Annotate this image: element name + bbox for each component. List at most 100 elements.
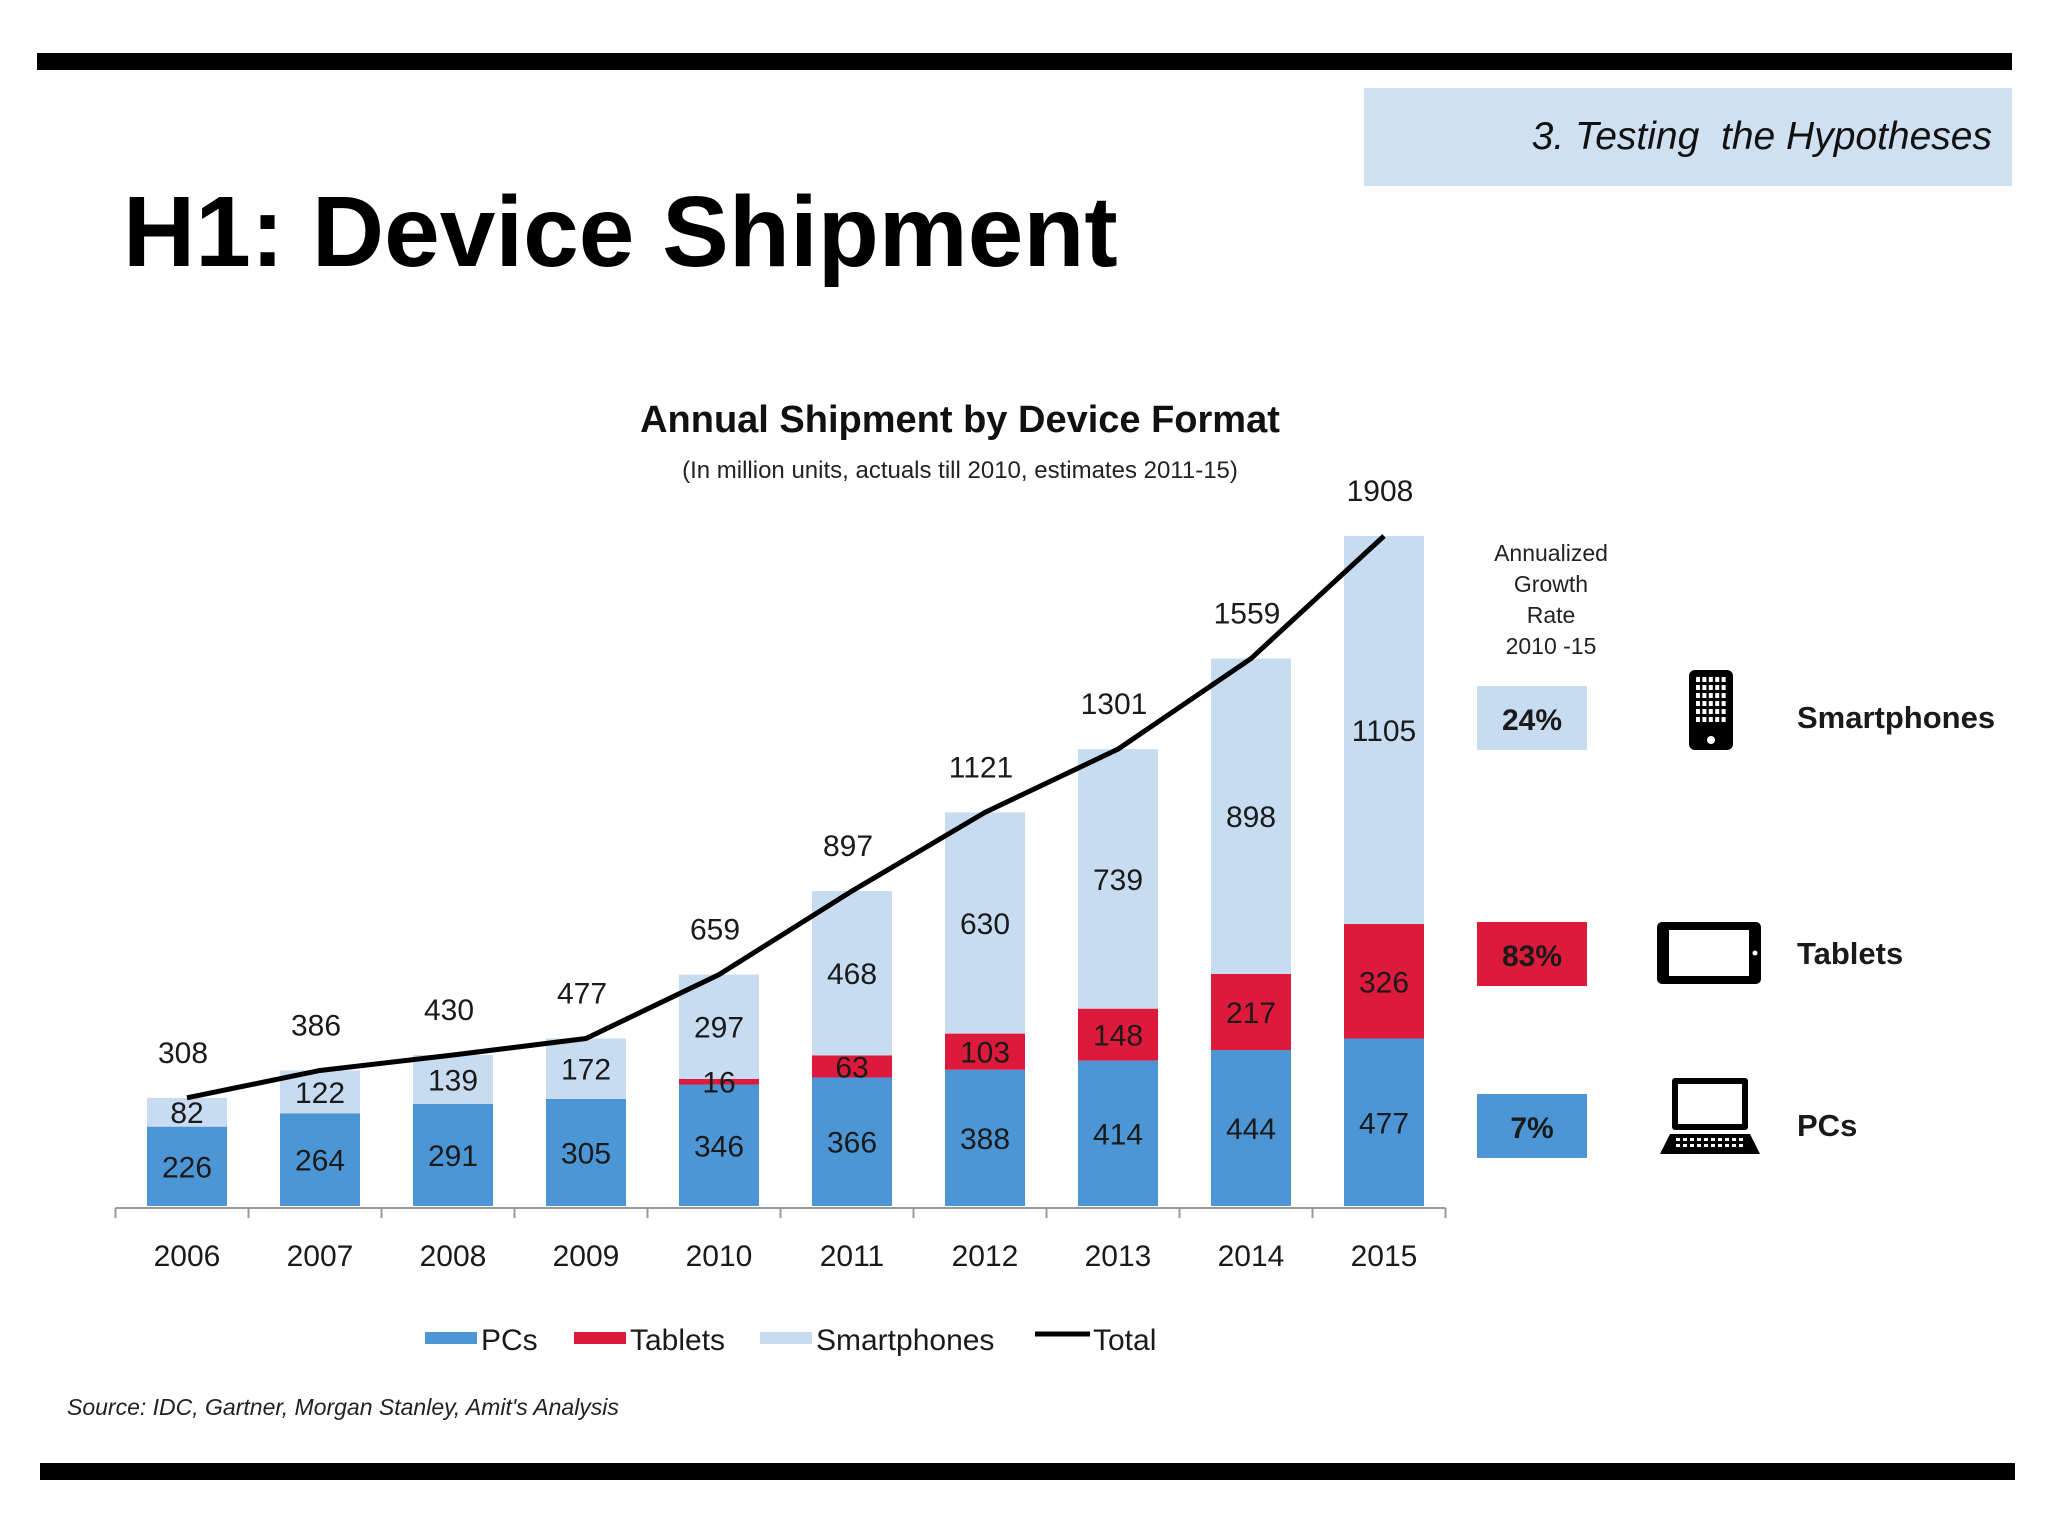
laptop-key — [1711, 1138, 1715, 1141]
laptop-icon — [1660, 1078, 1760, 1154]
bar-pcs — [945, 1069, 1025, 1206]
growth-rate-heading: Growth — [1514, 571, 1588, 597]
x-axis: 2006 2007 2008 2009 2010 2011 2012 2013 2014 2015 — [114, 1207, 1447, 1273]
bar-label-pcs: 226 — [162, 1151, 212, 1184]
bar-label-smartphones: 172 — [561, 1054, 611, 1087]
total-label: 1121 — [949, 751, 1014, 784]
bar-pcs — [413, 1103, 493, 1206]
bar-label-pcs: 477 — [1359, 1107, 1409, 1140]
laptop-key — [1683, 1144, 1687, 1147]
bar-label-smartphones: 898 — [1226, 801, 1276, 834]
device-label: Smartphones — [1797, 700, 1995, 735]
bar-tablets — [679, 1078, 759, 1085]
laptop-key — [1690, 1138, 1694, 1141]
bar-label-tablets: 16 — [702, 1067, 735, 1100]
smartphone-app — [1715, 693, 1720, 698]
growth-rate-value: 7% — [1510, 1112, 1553, 1145]
laptop-screen — [1678, 1084, 1742, 1124]
laptop-key — [1718, 1138, 1722, 1141]
chart-subtitle: (In million units, actuals till 2010, es… — [682, 457, 1238, 484]
laptop-key — [1732, 1138, 1736, 1141]
smartphone-app — [1721, 709, 1726, 714]
x-tick-label: 2013 — [1085, 1240, 1152, 1273]
total-label: 897 — [823, 830, 873, 863]
bar-label-tablets: 217 — [1226, 997, 1276, 1030]
smartphone-app — [1715, 717, 1720, 722]
x-tick-label: 2009 — [553, 1240, 620, 1273]
laptop-key — [1704, 1138, 1708, 1141]
total-label: 659 — [690, 914, 740, 947]
source-note: Source: IDC, Gartner, Morgan Stanley, Am… — [67, 1394, 619, 1420]
laptop-key — [1739, 1144, 1743, 1147]
laptop-key — [1697, 1138, 1701, 1141]
smartphone-app — [1708, 685, 1713, 690]
bar-label-smartphones: 468 — [827, 958, 877, 991]
bar-tablets — [1211, 973, 1291, 1051]
x-tick-label: 2014 — [1218, 1240, 1285, 1273]
bar-label-pcs: 414 — [1093, 1118, 1143, 1151]
laptop-key — [1704, 1144, 1708, 1147]
laptop-key — [1676, 1144, 1680, 1147]
bar-label-pcs: 388 — [960, 1123, 1010, 1156]
growth-rate-box — [1477, 922, 1587, 986]
bar-smartphones — [945, 812, 1025, 1034]
legend-swatch — [760, 1332, 812, 1344]
laptop-key — [1697, 1144, 1701, 1147]
smartphone-app — [1702, 701, 1707, 706]
bar-smartphones — [413, 1055, 493, 1104]
x-tick-label: 2006 — [154, 1240, 221, 1273]
bar-label-tablets: 148 — [1093, 1020, 1143, 1053]
tablet-button — [1752, 950, 1758, 956]
chart-legend: PCs Tablets Smartphones Total — [425, 1324, 1156, 1357]
laptop-key — [1739, 1138, 1743, 1141]
smartphone-app — [1708, 709, 1713, 714]
bar-pcs — [1344, 1038, 1424, 1206]
tablet-screen — [1669, 930, 1749, 976]
device-label: Tablets — [1797, 936, 1903, 971]
laptop-key — [1690, 1144, 1694, 1147]
legend-label: Tablets — [630, 1324, 725, 1357]
tablet-icon — [1657, 922, 1761, 984]
bar-label-tablets: 326 — [1359, 966, 1409, 999]
laptop-key — [1718, 1144, 1722, 1147]
bar-tablets — [812, 1055, 892, 1078]
bottom-rule — [40, 1463, 2015, 1480]
x-tick-label: 2011 — [820, 1240, 885, 1273]
bar-smartphones — [147, 1097, 227, 1127]
bar-tablets — [1078, 1008, 1158, 1061]
bar-label-tablets: 63 — [835, 1051, 868, 1084]
growth-rate-heading: Annualized — [1494, 540, 1608, 566]
bar-smartphones — [1344, 536, 1424, 925]
bar-label-smartphones: 1105 — [1352, 715, 1417, 748]
growth-rate-value: 24% — [1502, 704, 1562, 737]
laptop-base — [1660, 1134, 1760, 1154]
bar-label-pcs: 291 — [428, 1140, 478, 1173]
bar-label-pcs: 346 — [694, 1130, 744, 1163]
bar-label-smartphones: 297 — [694, 1012, 744, 1045]
smartphone-app — [1715, 701, 1720, 706]
smartphone-app — [1696, 717, 1700, 722]
smartphone-app — [1721, 701, 1726, 706]
smartphone-app — [1708, 693, 1713, 698]
total-label: 308 — [158, 1037, 208, 1070]
legend-swatch — [574, 1332, 626, 1344]
laptop-key — [1683, 1138, 1687, 1141]
x-tick-label: 2012 — [952, 1240, 1019, 1273]
smartphone-app — [1696, 685, 1700, 690]
smartphone-app — [1702, 709, 1707, 714]
device-label: PCs — [1797, 1108, 1857, 1143]
bar-label-smartphones: 82 — [170, 1097, 203, 1130]
bar-tablets — [945, 1033, 1025, 1070]
legend-swatch — [425, 1332, 477, 1344]
smartphone-app — [1696, 701, 1700, 706]
smartphone-app — [1721, 685, 1726, 690]
x-tick-label: 2008 — [420, 1240, 487, 1273]
bar-tablets — [1344, 924, 1424, 1039]
smartphone-app — [1696, 693, 1700, 698]
growth-rate-heading: Rate — [1527, 602, 1576, 628]
bar-label-smartphones: 630 — [960, 908, 1010, 941]
bar-labels-layer: 226 82 264 122 291 139 305 172 346 16 297 366 63 468 3… — [162, 715, 1416, 1184]
bar-label-smartphones: 739 — [1093, 864, 1143, 897]
bar-smartphones — [1078, 749, 1158, 1009]
laptop-key — [1732, 1144, 1736, 1147]
